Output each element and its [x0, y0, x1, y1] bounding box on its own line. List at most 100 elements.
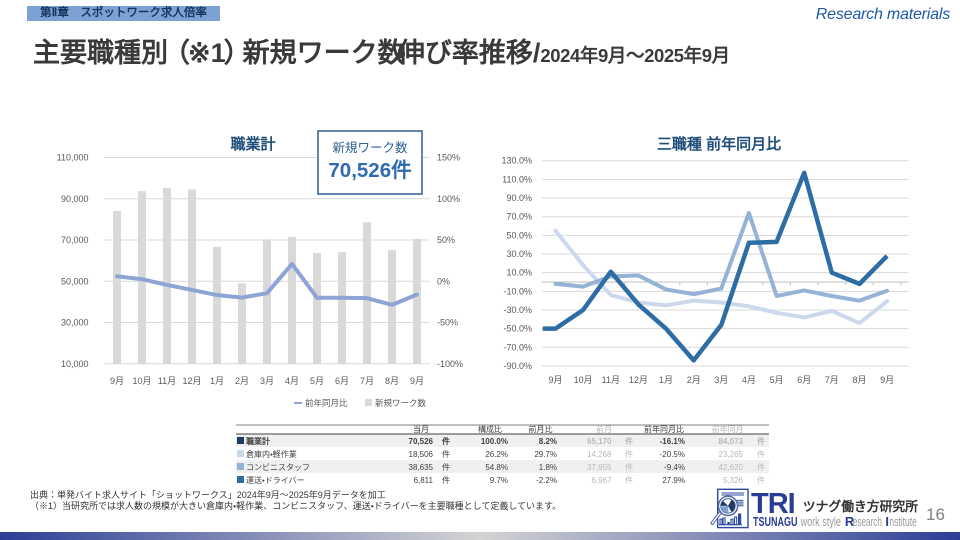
svg-text:18,506: 18,506 — [409, 450, 434, 459]
svg-text:nstitute: nstitute — [889, 514, 917, 529]
svg-text:3月: 3月 — [260, 376, 274, 386]
svg-text:件: 件 — [757, 436, 765, 446]
svg-text:8月: 8月 — [852, 375, 866, 385]
svg-text:3月: 3月 — [714, 375, 728, 385]
svg-text:-10.0%: -10.0% — [503, 286, 532, 296]
svg-text:7月: 7月 — [360, 376, 374, 386]
svg-text:件: 件 — [625, 449, 633, 459]
svg-text:5月: 5月 — [310, 376, 324, 386]
svg-text:9月: 9月 — [110, 376, 124, 386]
svg-text:100%: 100% — [437, 194, 460, 204]
svg-text:6,967: 6,967 — [591, 476, 612, 485]
svg-text:-70.0%: -70.0% — [503, 342, 532, 352]
svg-text:件: 件 — [757, 449, 765, 459]
svg-text:54.8%: 54.8% — [485, 463, 508, 472]
svg-text:-50%: -50% — [437, 318, 458, 328]
svg-text:50,000: 50,000 — [61, 276, 89, 286]
svg-text:5月: 5月 — [770, 375, 784, 385]
svg-text:50%: 50% — [437, 235, 455, 245]
svg-text:70.0%: 70.0% — [506, 212, 532, 222]
svg-text:84,073: 84,073 — [719, 437, 744, 446]
svg-text:9.7%: 9.7% — [490, 476, 508, 485]
svg-text:90.0%: 90.0% — [506, 193, 532, 203]
svg-text:12月: 12月 — [629, 375, 648, 385]
svg-text:-50.0%: -50.0% — [503, 324, 532, 334]
svg-text:ツナグ働き方研究所: ツナグ働き方研究所 — [803, 499, 918, 514]
svg-text:11月: 11月 — [602, 375, 620, 385]
svg-text:37,955: 37,955 — [587, 463, 612, 472]
svg-text:70,526件: 70,526件 — [328, 158, 411, 182]
svg-text:-30.0%: -30.0% — [503, 305, 532, 315]
svg-text:コンビニスタッフ: コンビニスタッフ — [246, 463, 310, 472]
svg-text:150%: 150% — [437, 153, 460, 163]
svg-text:件: 件 — [442, 449, 450, 459]
svg-text:50.0%: 50.0% — [506, 230, 532, 240]
svg-text:9月: 9月 — [548, 375, 562, 385]
svg-text:運送・ドライバー: 運送・ドライバー — [246, 475, 305, 485]
svg-text:-16.1%: -16.1% — [660, 437, 685, 446]
svg-text:-20.5%: -20.5% — [660, 450, 685, 459]
svg-text:38,635: 38,635 — [409, 463, 434, 472]
svg-text:6月: 6月 — [335, 376, 349, 386]
svg-text:件: 件 — [442, 475, 450, 485]
svg-text:10,000: 10,000 — [61, 359, 89, 369]
svg-text:100.0%: 100.0% — [481, 437, 508, 446]
svg-text:職業計: 職業計 — [230, 135, 275, 153]
svg-text:14,268: 14,268 — [587, 450, 612, 459]
svg-text:前年同月: 前年同月 — [712, 424, 744, 434]
svg-text:9月: 9月 — [880, 375, 894, 385]
svg-text:新規ワーク数: 新規ワーク数 — [375, 398, 427, 408]
svg-text:前年同月比: 前年同月比 — [305, 398, 348, 408]
svg-text:27.9%: 27.9% — [662, 476, 685, 485]
svg-text:130.0%: 130.0% — [501, 156, 532, 166]
svg-text:6,811: 6,811 — [414, 476, 434, 485]
svg-text:2月: 2月 — [235, 376, 249, 386]
svg-text:件: 件 — [625, 436, 633, 446]
svg-text:I: I — [885, 514, 889, 529]
svg-text:前月比: 前月比 — [529, 424, 553, 434]
svg-text:件: 件 — [442, 436, 450, 446]
svg-text:件: 件 — [625, 475, 633, 485]
svg-text:2月: 2月 — [687, 375, 701, 385]
svg-text:5,326: 5,326 — [723, 476, 744, 485]
svg-text:6月: 6月 — [797, 375, 811, 385]
svg-text:-100%: -100% — [437, 359, 463, 369]
svg-text:-9.4%: -9.4% — [664, 463, 685, 472]
svg-text:65,170: 65,170 — [587, 437, 612, 446]
svg-text:-2.2%: -2.2% — [536, 476, 557, 485]
svg-text:10.0%: 10.0% — [506, 268, 532, 278]
svg-text:esearch: esearch — [853, 514, 882, 529]
svg-text:26.2%: 26.2% — [485, 450, 508, 459]
svg-text:42,620: 42,620 — [719, 463, 744, 472]
svg-text:23,265: 23,265 — [719, 450, 744, 459]
svg-text:8月: 8月 — [385, 376, 399, 386]
svg-text:当月: 当月 — [413, 424, 429, 434]
svg-text:三職種 前年同月比: 三職種 前年同月比 — [657, 135, 781, 153]
svg-text:件: 件 — [625, 462, 633, 472]
svg-text:7月: 7月 — [825, 375, 839, 385]
svg-text:29.7%: 29.7% — [534, 450, 557, 459]
svg-text:70,000: 70,000 — [61, 235, 89, 245]
svg-text:110,000: 110,000 — [57, 153, 89, 163]
svg-text:work style: work style — [800, 514, 841, 529]
svg-text:30.0%: 30.0% — [506, 249, 532, 259]
svg-text:前年同月比: 前年同月比 — [644, 424, 684, 434]
svg-text:構成比: 構成比 — [478, 424, 502, 434]
svg-text:0%: 0% — [437, 276, 450, 286]
svg-text:-90.0%: -90.0% — [503, 361, 532, 371]
svg-text:倉庫内・軽作業: 倉庫内・軽作業 — [246, 449, 297, 459]
svg-text:件: 件 — [757, 462, 765, 472]
svg-text:10月: 10月 — [132, 376, 151, 386]
svg-text:件: 件 — [442, 462, 450, 472]
svg-text:10月: 10月 — [574, 375, 593, 385]
svg-text:件: 件 — [757, 475, 765, 485]
svg-text:職業計: 職業計 — [246, 436, 270, 446]
svg-text:8.2%: 8.2% — [539, 437, 557, 446]
svg-text:TRI: TRI — [751, 488, 795, 520]
svg-text:前月: 前月 — [596, 424, 612, 434]
svg-text:1.8%: 1.8% — [539, 463, 557, 472]
svg-text:4月: 4月 — [285, 376, 299, 386]
svg-text:30,000: 30,000 — [61, 318, 89, 328]
svg-text:1月: 1月 — [210, 376, 224, 386]
svg-text:110.0%: 110.0% — [502, 174, 532, 184]
